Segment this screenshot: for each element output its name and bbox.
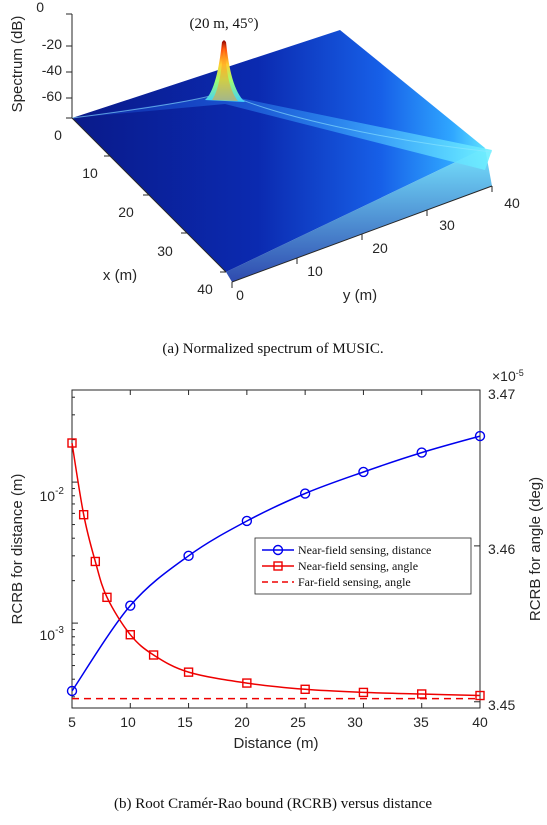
data-point-square bbox=[102, 592, 112, 603]
y-right-tick-label: 3.47 bbox=[488, 386, 515, 402]
x-ticks bbox=[66, 117, 226, 273]
data-point-square bbox=[475, 690, 485, 701]
x-axis-label: Distance (m) bbox=[233, 735, 318, 752]
x-tick-label: 0 bbox=[54, 127, 62, 143]
caption-a: (a) Normalized spectrum of MUSIC. bbox=[162, 341, 383, 357]
x-tick-label: 15 bbox=[177, 714, 193, 730]
series-line-0 bbox=[71, 435, 481, 692]
data-point-square bbox=[125, 630, 135, 640]
legend-label: Far-field sensing, angle bbox=[298, 575, 411, 589]
data-point-circle bbox=[358, 466, 369, 478]
y-left-axis-label: RCRB for distance (m) bbox=[9, 474, 26, 625]
x-axis-label: x (m) bbox=[103, 267, 137, 284]
y-right-tick-label: 3.45 bbox=[488, 697, 515, 713]
data-point-circle bbox=[66, 685, 78, 697]
data-point-square bbox=[78, 510, 89, 520]
x-tick-label: 30 bbox=[157, 243, 173, 259]
data-point-square bbox=[148, 650, 159, 660]
surface-plot: 0 -20 -40 -60 Spectrum (dB) (20 m, 45°) … bbox=[9, 0, 520, 304]
y-ticks bbox=[231, 186, 493, 288]
data-point-square bbox=[90, 556, 101, 567]
peak-annotation: (20 m, 45°) bbox=[190, 16, 259, 32]
y-right-tick-label: 3.46 bbox=[488, 541, 515, 557]
legend-label: Near-field sensing, angle bbox=[298, 559, 418, 573]
x-tick-label: 10 bbox=[120, 714, 136, 730]
data-point-square bbox=[358, 687, 369, 698]
caption-b: (b) Root Cramér-Rao bound (RCRB) versus … bbox=[114, 796, 432, 812]
z-tick-label: -20 bbox=[42, 36, 62, 52]
x-tick-label: 5 bbox=[68, 714, 76, 730]
data-point-circle bbox=[241, 515, 253, 527]
z-axis-label: Spectrum (dB) bbox=[9, 16, 26, 113]
z-tick-label: -60 bbox=[42, 88, 62, 104]
legend-marker-circle bbox=[272, 544, 284, 556]
x-tick-label: 20 bbox=[118, 204, 134, 220]
y-axis-label: y (m) bbox=[343, 287, 377, 304]
z-tick-label: 0 bbox=[36, 0, 44, 15]
z-tick-label: -40 bbox=[42, 62, 62, 78]
y-tick-label: 30 bbox=[439, 217, 455, 233]
x-tick-label: 40 bbox=[197, 281, 213, 297]
legend-label: Near-field sensing, distance bbox=[298, 543, 431, 557]
rcrb-plot: 10-2 10-3 3.47 3.46 3.45 ×10-5 5 10 15 2… bbox=[9, 368, 544, 752]
data-point-circle bbox=[183, 550, 194, 562]
y-left-tick-label: 10-2 bbox=[40, 486, 65, 504]
surface-peak-core bbox=[212, 42, 238, 101]
y-tick-label: 0 bbox=[236, 287, 244, 303]
data-point-square bbox=[67, 438, 77, 448]
data-point-circle bbox=[416, 447, 427, 458]
y-right-multiplier: ×10-5 bbox=[492, 368, 524, 384]
data-point-circle bbox=[299, 488, 311, 499]
data-point-circle bbox=[125, 600, 136, 611]
surface-ridge bbox=[72, 95, 492, 170]
data-point-square bbox=[300, 684, 310, 694]
x-tick-label: 30 bbox=[347, 714, 363, 730]
data-point-square bbox=[183, 667, 194, 677]
surface-front-edge bbox=[226, 148, 492, 282]
data-point-square bbox=[417, 689, 427, 699]
y-left-tick-label: 10-3 bbox=[40, 625, 65, 643]
legend-marker-square bbox=[273, 561, 283, 571]
y-right-axis-label: RCRB for angle (deg) bbox=[527, 477, 544, 621]
x-tick-label: 25 bbox=[290, 714, 306, 730]
y-tick-label: 20 bbox=[372, 240, 388, 256]
x-tick-label: 35 bbox=[413, 714, 429, 730]
y-tick-label: 40 bbox=[504, 195, 520, 211]
x-tick-label: 20 bbox=[234, 714, 250, 730]
x-tick-label: 40 bbox=[472, 714, 488, 730]
legend: Near-field sensing, distance Near-field … bbox=[254, 537, 472, 595]
surface-top bbox=[72, 30, 485, 272]
data-point-circle bbox=[474, 430, 486, 442]
y-tick-label: 10 bbox=[307, 263, 323, 279]
x-tick-label: 10 bbox=[82, 165, 98, 181]
z-ticks bbox=[66, 13, 72, 99]
data-point-square bbox=[242, 678, 252, 688]
series-markers bbox=[66, 430, 486, 701]
